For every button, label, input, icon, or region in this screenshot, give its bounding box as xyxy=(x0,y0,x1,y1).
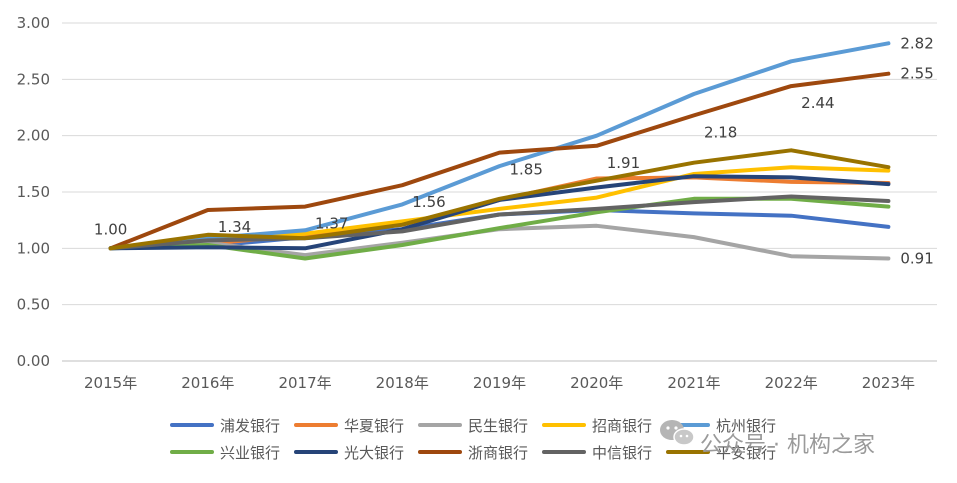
gridlines xyxy=(62,22,937,362)
watermark-text: 公众号 · 机构之家 xyxy=(700,433,875,458)
legend-label: 民生银行 xyxy=(468,417,528,435)
data-label: 1.37 xyxy=(315,215,348,233)
x-tick-label: 2023年 xyxy=(862,374,915,392)
y-axis-tick-labels: 0.00 0.50 1.00 1.50 2.00 2.50 3.00 xyxy=(17,14,50,370)
legend-label: 光大银行 xyxy=(344,444,404,462)
series-line xyxy=(108,194,891,251)
y-tick-label: 1.00 xyxy=(17,239,50,257)
y-tick-label: 2.00 xyxy=(17,127,50,145)
data-label: 2.44 xyxy=(801,94,834,112)
data-label: 1.56 xyxy=(412,193,445,211)
x-tick-label: 2021年 xyxy=(667,374,720,392)
x-tick-label: 2020年 xyxy=(570,374,623,392)
y-tick-label: 0.00 xyxy=(17,352,50,370)
data-label: 2.18 xyxy=(704,123,737,141)
y-tick-label: 3.00 xyxy=(17,14,50,32)
data-label: 2.55 xyxy=(900,65,933,83)
series-line xyxy=(108,71,891,251)
series-lines xyxy=(108,41,891,261)
x-tick-label: 2022年 xyxy=(765,374,818,392)
x-tick-label: 2018年 xyxy=(376,374,429,392)
legend-label: 平安银行 xyxy=(716,444,776,462)
series-line xyxy=(108,148,891,251)
data-label: 1.00 xyxy=(94,220,127,238)
y-tick-label: 0.50 xyxy=(17,296,50,314)
x-tick-label: 2016年 xyxy=(181,374,234,392)
data-label: 2.82 xyxy=(900,34,933,52)
watermark: 公众号 · 机构之家 xyxy=(660,420,875,458)
data-label: 1.85 xyxy=(510,161,543,179)
x-tick-label: 2017年 xyxy=(278,374,331,392)
x-tick-label: 2019年 xyxy=(473,374,526,392)
legend-label: 杭州银行 xyxy=(716,417,776,435)
x-tick-label: 2015年 xyxy=(84,374,137,392)
legend-label: 中信银行 xyxy=(592,444,652,462)
legend-label: 浦发银行 xyxy=(220,417,280,435)
legend-label: 兴业银行 xyxy=(220,444,280,462)
y-tick-label: 1.50 xyxy=(17,183,50,201)
y-tick-label: 2.50 xyxy=(17,70,50,88)
wechat-icon xyxy=(660,420,695,446)
data-label: 1.91 xyxy=(607,154,640,172)
legend-label: 招商银行 xyxy=(592,417,652,435)
data-label: 0.91 xyxy=(900,249,933,267)
data-labels: 1.00 1.34 1.37 1.56 1.85 1.91 2.18 2.44 2.55 2.82… xyxy=(94,34,934,267)
legend-label: 华夏银行 xyxy=(344,417,404,435)
x-axis-tick-labels: 2015年 2016年 2017年 2018年 2019年 2020年 2021年 2022年… xyxy=(84,374,915,392)
data-label: 1.34 xyxy=(218,218,251,236)
legend-label: 浙商银行 xyxy=(468,444,528,462)
